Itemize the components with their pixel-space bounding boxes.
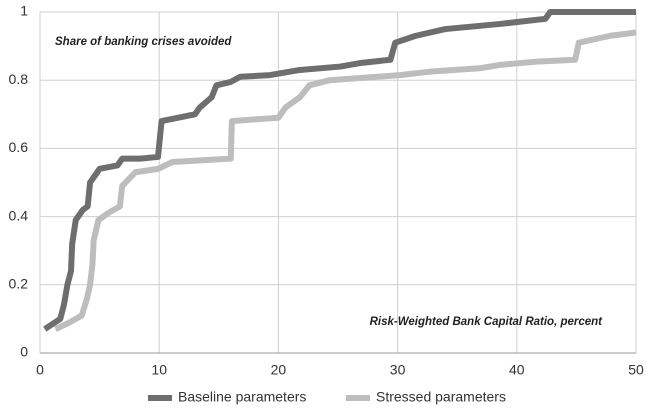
- y-tick-label: 0.2: [9, 276, 29, 292]
- legend-label: Baseline parameters: [178, 389, 306, 405]
- x-tick-label: 50: [628, 362, 644, 378]
- y-tick-label: 1: [20, 3, 28, 19]
- y-tick-label: 0.4: [9, 207, 29, 223]
- legend-label: Stressed parameters: [376, 389, 506, 405]
- y-tick-label: 0: [20, 344, 28, 360]
- y-tick-label: 0.8: [9, 71, 29, 87]
- x-tick-label: 10: [151, 362, 167, 378]
- annotation: Risk-Weighted Bank Capital Ratio, percen…: [370, 316, 604, 328]
- x-tick-label: 30: [390, 362, 406, 378]
- series-line: [43, 9, 636, 332]
- annotation: Share of banking crises avoided: [55, 36, 232, 48]
- series-line: [54, 29, 637, 332]
- x-tick-label: 0: [36, 362, 44, 378]
- y-tick-label: 0.6: [9, 139, 29, 155]
- x-tick-label: 40: [509, 362, 525, 378]
- x-tick-label: 20: [271, 362, 287, 378]
